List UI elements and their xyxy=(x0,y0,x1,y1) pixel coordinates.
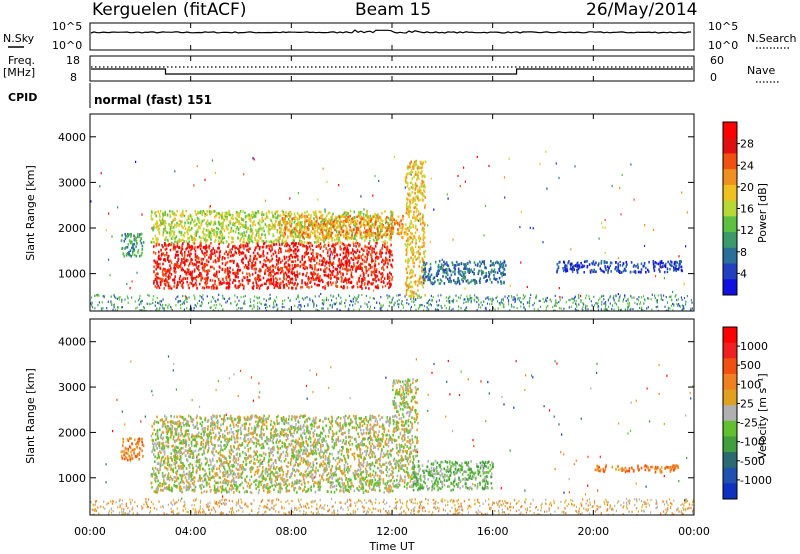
x-tick-label: 20:00 xyxy=(577,525,609,538)
cpid-label: CPID xyxy=(8,91,37,104)
nave-label: Nave xyxy=(747,64,775,77)
colorbar-tick-label: -25 xyxy=(740,417,758,430)
colorbar-tick-label: -500 xyxy=(740,455,765,468)
nave-tick-top: 60 xyxy=(710,54,724,67)
y-tick-label: 3000 xyxy=(58,381,86,394)
cpid-value: normal (fast) 151 xyxy=(94,93,212,107)
beam-title: Beam 15 xyxy=(355,0,431,20)
velocity-colorbar: 1000 500 100 25 -25 -100 -500 -1000 xyxy=(722,326,772,500)
freq-panel: Freq. [MHz] 18 8 60 0 Nave xyxy=(3,54,780,84)
nsky-label: N.Sky xyxy=(3,32,35,45)
power-y-ticks: 4000 3000 2000 1000 xyxy=(58,131,694,281)
colorbar-tick-label: 500 xyxy=(740,359,761,372)
power-colorbar-label: Power [dB] xyxy=(756,183,769,243)
colorbar-tick-label: 20 xyxy=(740,181,754,194)
velocity-colorbar-label: Velocity [m s⁻¹] xyxy=(756,373,769,458)
colorbar-tick-label: 8 xyxy=(740,246,747,259)
x-axis-label: Time UT xyxy=(368,540,414,553)
cpid-row: CPID normal (fast) 151 xyxy=(8,83,212,108)
colorbar-tick-label: -1000 xyxy=(740,474,772,487)
date-title: 26/May/2014 xyxy=(586,0,698,20)
colorbar-tick-label: 4 xyxy=(740,267,747,280)
colorbar-tick-label: -100 xyxy=(740,436,765,449)
y-tick-label: 2000 xyxy=(58,222,86,235)
x-tick-label: 16:00 xyxy=(477,525,509,538)
colorbar-tick-label: 25 xyxy=(740,397,754,410)
time-axis: 00:00 04:00 08:00 12:00 16:00 20:00 00:00 xyxy=(74,23,710,538)
nsearch-label: N.Search xyxy=(747,32,797,45)
freq-label: Freq. xyxy=(8,54,35,67)
velocity-data-layer xyxy=(90,355,694,515)
x-tick-label: 00:00 xyxy=(74,525,106,538)
power-panel: 4000 3000 2000 1000 Slant Range [km] 28 24 20… xyxy=(24,113,769,312)
colorbar-tick-label: 12 xyxy=(740,224,754,237)
y-tick-label: 2000 xyxy=(58,426,86,439)
nsky-tick-top: 10^5 xyxy=(52,20,82,33)
y-tick-label: 1000 xyxy=(58,268,86,281)
x-tick-label: 00:00 xyxy=(678,525,710,538)
nsky-panel: N.Sky 10^5 10^0 10^5 10^0 N.Search xyxy=(3,20,797,52)
y-tick-label: 4000 xyxy=(58,336,86,349)
colorbar-tick-label: 24 xyxy=(740,159,754,172)
nsearch-tick-bottom: 10^0 xyxy=(708,39,738,52)
y-tick-label: 1000 xyxy=(58,472,86,485)
x-tick-label: 08:00 xyxy=(275,525,307,538)
freq-tick-bottom: 8 xyxy=(70,71,77,84)
y-tick-label: 3000 xyxy=(58,176,86,189)
x-tick-label: 12:00 xyxy=(376,525,408,538)
nsearch-tick-top: 10^5 xyxy=(708,20,738,33)
nave-tick-bottom: 0 xyxy=(710,71,717,84)
freq-tick-top: 18 xyxy=(66,54,80,67)
station-title: Kerguelen (fitACF) xyxy=(92,0,246,20)
velocity-ylabel: Slant Range [km] xyxy=(24,368,37,464)
colorbar-tick-label: 1000 xyxy=(740,340,768,353)
velocity-y-ticks: 4000 3000 2000 1000 xyxy=(58,336,694,485)
colorbar-tick-label: 16 xyxy=(740,203,754,216)
colorbar-tick-label: 100 xyxy=(740,378,761,391)
power-ylabel: Slant Range [km] xyxy=(24,165,37,261)
x-tick-label: 04:00 xyxy=(175,525,207,538)
y-tick-label: 4000 xyxy=(58,131,86,144)
velocity-panel: 4000 3000 2000 1000 Slant Range [km] 1000 50… xyxy=(24,318,772,516)
freq-unit: [MHz] xyxy=(3,66,35,79)
nsky-tick-bottom: 10^0 xyxy=(52,39,82,52)
power-colorbar: 28 24 20 16 12 8 4 xyxy=(722,121,754,296)
power-data-layer xyxy=(90,150,693,311)
colorbar-tick-label: 28 xyxy=(740,138,754,151)
